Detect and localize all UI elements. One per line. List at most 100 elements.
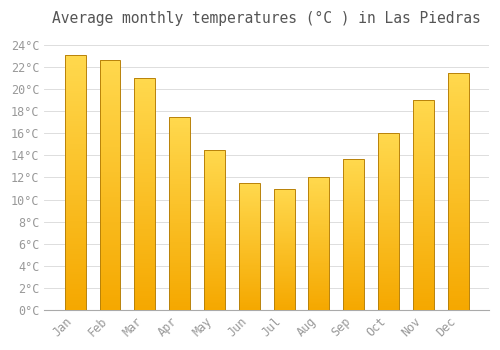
Bar	[169, 258, 190, 260]
Bar	[413, 287, 434, 289]
Bar	[64, 251, 86, 254]
Bar	[413, 150, 434, 153]
Bar	[308, 278, 330, 279]
Bar	[204, 217, 225, 219]
Bar	[239, 303, 260, 304]
Bar	[378, 195, 399, 197]
Bar	[134, 155, 155, 157]
Bar	[344, 252, 364, 254]
Bar	[204, 300, 225, 302]
Bar	[274, 299, 294, 300]
Bar	[100, 164, 120, 167]
Bar	[239, 229, 260, 230]
Bar	[100, 160, 120, 162]
Bar	[134, 305, 155, 307]
Bar	[169, 126, 190, 128]
Bar	[344, 215, 364, 216]
Bar	[169, 198, 190, 200]
Bar	[100, 60, 120, 310]
Bar	[134, 273, 155, 275]
Bar	[134, 171, 155, 173]
Bar	[344, 257, 364, 258]
Bar	[274, 279, 294, 281]
Bar	[308, 230, 330, 232]
Bar	[274, 221, 294, 223]
Bar	[239, 282, 260, 283]
Bar	[204, 160, 225, 161]
Bar	[448, 298, 468, 300]
Bar	[134, 143, 155, 145]
Bar	[100, 202, 120, 205]
Bar	[64, 55, 86, 310]
Bar	[134, 303, 155, 305]
Bar	[100, 157, 120, 160]
Bar	[378, 250, 399, 252]
Bar	[413, 159, 434, 161]
Bar	[134, 108, 155, 111]
Bar	[308, 262, 330, 264]
Bar	[169, 140, 190, 142]
Bar	[169, 175, 190, 177]
Bar	[239, 192, 260, 193]
Bar	[169, 288, 190, 290]
Bar	[134, 287, 155, 289]
Bar	[274, 284, 294, 286]
Bar	[274, 306, 294, 307]
Bar	[64, 116, 86, 119]
Bar	[378, 133, 399, 310]
Bar	[204, 233, 225, 235]
Bar	[204, 187, 225, 188]
Bar	[134, 217, 155, 219]
Bar	[64, 198, 86, 200]
Bar	[239, 287, 260, 288]
Bar	[274, 232, 294, 233]
Bar	[378, 202, 399, 204]
Bar	[274, 205, 294, 207]
Bar	[169, 169, 190, 171]
Bar	[204, 227, 225, 228]
Bar	[169, 271, 190, 273]
Bar	[344, 305, 364, 307]
Bar	[204, 164, 225, 166]
Bar	[169, 202, 190, 204]
Bar	[448, 270, 468, 272]
Bar	[134, 85, 155, 88]
Bar	[274, 242, 294, 243]
Bar	[448, 303, 468, 305]
Bar	[169, 154, 190, 155]
Bar	[344, 265, 364, 266]
Bar	[100, 247, 120, 250]
Bar	[344, 260, 364, 261]
Bar	[64, 144, 86, 147]
Bar	[100, 92, 120, 94]
Bar	[204, 290, 225, 292]
Bar	[169, 192, 190, 194]
Bar	[169, 233, 190, 234]
Bar	[134, 199, 155, 201]
Bar	[100, 177, 120, 180]
Bar	[413, 291, 434, 293]
Bar	[448, 262, 468, 265]
Bar	[100, 280, 120, 282]
Bar	[64, 96, 86, 98]
Bar	[134, 277, 155, 280]
Bar	[378, 298, 399, 299]
Bar	[100, 135, 120, 137]
Bar	[64, 220, 86, 223]
Bar	[64, 231, 86, 233]
Bar	[169, 248, 190, 250]
Bar	[64, 276, 86, 279]
Bar	[169, 265, 190, 267]
Bar	[100, 265, 120, 267]
Bar	[448, 224, 468, 227]
Bar	[239, 194, 260, 196]
Bar	[239, 288, 260, 289]
Bar	[413, 266, 434, 268]
Bar	[134, 226, 155, 229]
Bar	[134, 196, 155, 199]
Bar	[134, 97, 155, 99]
Bar	[378, 299, 399, 301]
Bar	[448, 241, 468, 243]
Bar	[100, 187, 120, 190]
Bar	[239, 264, 260, 265]
